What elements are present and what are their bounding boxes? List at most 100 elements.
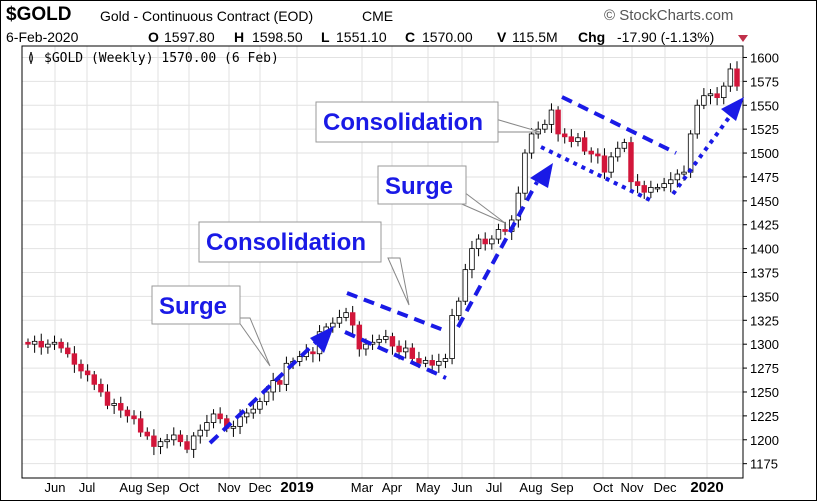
low-label: L [321,29,330,45]
candle-body [436,360,442,366]
y-tick-label: 1300 [750,337,779,352]
callout-consolidation-1: Consolidation [198,221,410,306]
candle-body [522,152,528,194]
x-tick-label: Sep [146,480,169,495]
surge-2-arrowhead [530,163,553,188]
candle-body [502,229,508,232]
candle-body [641,185,647,193]
candle-body [78,363,84,372]
volume-label: V [497,29,507,45]
change-label: Chg [578,29,606,45]
candle-body [330,322,336,328]
ticker-symbol: $GOLD [6,4,72,25]
consolidation-2-lower-line [540,145,651,202]
x-tick-label: Dec [653,480,677,495]
candle-body [429,360,435,366]
candle-body [469,248,475,271]
candle-body [137,418,144,433]
candle-body [263,391,270,402]
candle-body [51,341,58,345]
candle-body [250,408,257,414]
callout-box [151,285,241,325]
candle-body [707,93,714,97]
candle-body [343,312,349,318]
x-tick-label: Nov [620,480,644,495]
candle-body [336,317,343,324]
candle-body [230,425,237,429]
y-tick-label: 1475 [750,170,779,185]
x-tick-label: Aug [119,480,142,495]
trend-annotations [208,95,744,445]
callout-pointer [387,257,410,306]
candle-body [65,347,71,355]
candle-body [515,192,522,221]
candle-body [58,341,64,349]
y-tick-label: 1600 [750,50,779,65]
candle-body [177,434,184,443]
x-tick-label: Mar [351,480,374,495]
candle-body [701,95,707,106]
candle-body [84,370,91,376]
candle-body [104,391,111,406]
candle-body [257,401,263,410]
candle-body [495,229,502,240]
x-tick-label: Sep [550,480,573,495]
close-value: 1570.00 [422,29,473,45]
candle-body [734,68,740,87]
surge-1-arrowhead [310,326,334,353]
y-tick-label: 1375 [750,266,779,281]
candle-body [171,434,177,441]
candle-body [601,155,608,173]
candle-body [542,123,548,130]
legend: ≬ $GOLD (Weekly) 1570.00 (6 Feb) [28,51,279,66]
y-axis: 1175 1200 1225 1250 1275 1300 1325 1350 1375 1400… [743,50,779,472]
y-tick-label: 1225 [750,409,779,424]
candle-body [721,85,727,99]
y-tick-label: 1400 [750,242,779,257]
callout-label: Consolidation [206,229,366,256]
candle-body [727,68,734,87]
consolidation-2-upper-line [561,95,677,155]
brand-link[interactable]: © StockCharts.com [604,7,734,24]
candle-body [674,173,681,181]
callout-consolidation-2: Consolidation [315,101,541,143]
candle-body [575,137,581,142]
quote-date: 6-Feb-2020 [6,29,79,45]
candle-body [396,345,402,353]
candle-body [217,413,223,420]
callout-label: Consolidation [323,109,483,136]
candle-body [548,109,555,125]
candle-body [31,340,38,345]
contract-name: Gold - Continuous Contract (EOD) [100,8,314,24]
x-tick-label: May [416,480,441,495]
candle-body [151,435,157,447]
plot-area [21,45,744,479]
candle-body [283,362,290,385]
x-tick-label: Apr [382,480,403,495]
candle-body [621,142,628,149]
x-tick-label: Jun [452,480,473,495]
x-tick-label: 2019 [280,479,313,496]
candle-body [144,431,150,437]
y-tick-label: 1275 [750,361,779,376]
x-tick-label: Nov [217,480,241,495]
y-tick-label: 1425 [750,218,779,233]
candle-body [595,153,601,157]
candle-body [416,358,422,364]
candle-body [25,341,31,345]
close-label: C [405,29,416,45]
volume-value: 115.5M [512,29,558,45]
candle-body [528,133,535,154]
legend-text: $GOLD (Weekly) 1570.00 (6 Feb) [44,51,279,66]
callout-box [315,101,499,143]
candle-body [243,412,250,418]
x-axis: Jun Jul Aug Sep Oct Nov Dec 2019 Mar Apr May Jun Jul… [45,479,724,496]
surge-3-trendline [671,110,735,196]
candle-body [356,324,363,350]
candle-body [124,409,131,417]
change-value: -17.90 (-1.13%) [617,29,715,45]
high-label: H [234,29,245,45]
candle-body [111,403,117,406]
candle-body [164,439,170,443]
candle-body [681,171,687,175]
